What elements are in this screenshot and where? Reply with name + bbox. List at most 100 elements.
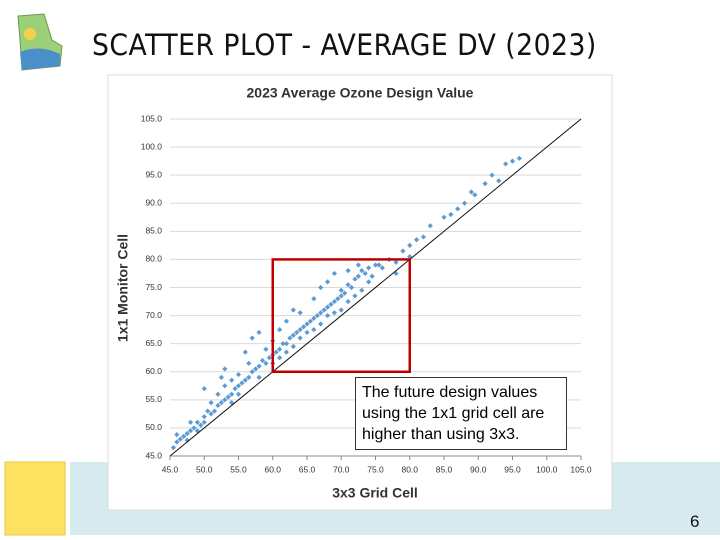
point — [321, 307, 327, 313]
point — [352, 293, 358, 299]
x-tick-label: 50.0 — [196, 464, 213, 474]
point — [366, 265, 372, 271]
point — [297, 310, 303, 316]
point — [294, 329, 300, 336]
point — [461, 200, 468, 206]
point — [393, 259, 399, 265]
point — [187, 428, 194, 434]
point — [342, 290, 348, 296]
x-tick-label: 105.0 — [570, 464, 592, 474]
annotation: The future design values using the 1x1 g… — [355, 377, 567, 450]
point — [194, 419, 200, 425]
point — [338, 293, 344, 299]
point — [256, 363, 262, 369]
point — [314, 312, 320, 319]
y-tick-label: 70.0 — [145, 310, 162, 320]
point — [400, 248, 406, 254]
point — [318, 321, 324, 327]
point — [300, 324, 307, 330]
point — [266, 355, 272, 361]
point — [283, 349, 290, 355]
point — [359, 268, 365, 274]
point — [352, 276, 358, 282]
x-tick-label: 75.0 — [367, 464, 384, 474]
y-tick-label: 60.0 — [145, 366, 162, 376]
point — [393, 270, 399, 277]
point — [263, 346, 269, 352]
point — [280, 341, 286, 347]
y-tick-label: 95.0 — [145, 169, 162, 179]
point — [482, 180, 488, 187]
point — [324, 304, 331, 310]
point — [249, 335, 255, 341]
point — [318, 284, 324, 291]
page-number: 6 — [690, 512, 700, 531]
point — [211, 408, 218, 414]
point — [242, 349, 248, 355]
point — [311, 327, 317, 333]
y-tick-label: 75.0 — [145, 282, 162, 292]
point — [448, 211, 454, 218]
point — [355, 262, 361, 268]
point — [345, 268, 351, 274]
point — [215, 391, 221, 397]
point — [208, 411, 214, 417]
point — [366, 279, 372, 285]
point — [297, 327, 303, 333]
point — [246, 360, 252, 366]
point — [290, 343, 296, 350]
point — [427, 223, 433, 229]
point — [181, 433, 187, 439]
x-tick-label: 100.0 — [536, 464, 558, 474]
identity-line — [169, 118, 582, 457]
y-tick-label: 45.0 — [145, 450, 162, 460]
point — [283, 341, 290, 347]
point — [184, 430, 190, 437]
point — [509, 158, 516, 164]
y-tick-label: 105.0 — [141, 113, 163, 123]
point — [174, 439, 180, 445]
point — [239, 380, 245, 386]
point — [338, 307, 344, 313]
point — [225, 394, 231, 400]
point — [218, 400, 224, 406]
point — [407, 242, 413, 248]
point — [489, 172, 495, 178]
y-tick-label: 65.0 — [145, 338, 162, 348]
point — [376, 262, 382, 268]
point — [191, 425, 197, 431]
point — [297, 335, 303, 341]
x-tick-label: 80.0 — [401, 464, 418, 474]
x-tick-label: 55.0 — [230, 464, 247, 474]
point — [174, 432, 180, 438]
point — [273, 349, 279, 355]
point — [503, 161, 509, 167]
point — [420, 234, 427, 240]
point — [414, 237, 420, 243]
point — [455, 206, 461, 212]
x-axis-label: 3x3 Grid Cell — [332, 485, 418, 501]
logo — [17, 13, 63, 71]
point — [516, 155, 522, 161]
y-tick-label: 85.0 — [145, 226, 162, 236]
point — [263, 360, 269, 366]
point — [290, 307, 296, 313]
point — [177, 436, 183, 442]
point — [307, 318, 314, 324]
point — [218, 374, 224, 380]
point — [359, 287, 365, 293]
accent-square — [4, 461, 66, 536]
point — [348, 284, 355, 291]
point — [194, 428, 200, 434]
point — [355, 273, 361, 279]
point — [304, 329, 310, 336]
point — [277, 355, 283, 361]
point — [235, 383, 242, 389]
point — [201, 386, 207, 392]
point — [232, 386, 238, 392]
point — [198, 422, 204, 428]
chart-title: 2023 Average Ozone Design Value — [247, 85, 474, 101]
y-tick-label: 100.0 — [141, 141, 163, 151]
point — [170, 444, 177, 451]
point — [222, 383, 228, 389]
